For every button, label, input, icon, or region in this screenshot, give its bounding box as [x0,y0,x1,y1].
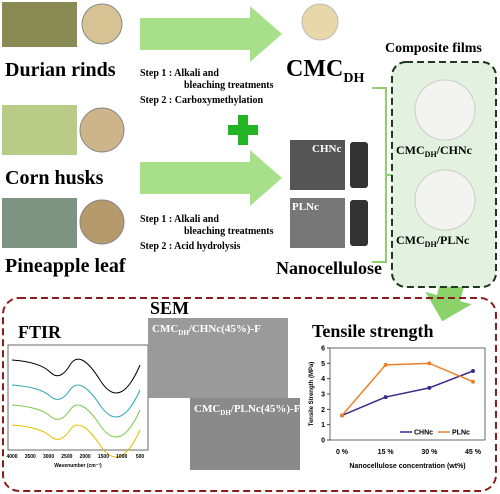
ftir-tick-label: 2000 [80,454,91,460]
sem-image [190,398,300,470]
film-label: CMCDH/PLNc [396,233,470,249]
plus [228,115,258,145]
pineapple-photo [2,198,77,248]
y-tick-label: 3 [321,392,325,399]
y-tick-label: 2 [321,407,325,414]
sem-title: SEM [150,298,189,318]
series-line [341,362,474,416]
tem-label: PLNc [292,201,319,213]
arrow [425,280,472,322]
point [427,385,432,390]
tem-label: CHNc [312,143,341,155]
spectrum [11,358,141,394]
results-box [2,297,497,492]
ftir-tick-label: 4000 [6,454,17,460]
vial [350,200,368,246]
film [414,169,476,231]
durian-photo [2,2,77,47]
cmc-powder [301,3,339,41]
bracket [372,87,387,263]
ftir-tick-label: 2500 [61,454,72,460]
y-tick-label: 0 [321,438,325,445]
x-tick-label: 45 % [465,449,482,456]
sem-label: CMCDH/CHNc(45%)-F [152,323,261,337]
y-tick-label: 1 [321,422,325,429]
x-tick-label: 0 % [336,449,349,456]
composite-title: Composite films [385,41,482,56]
tem-image [290,198,345,248]
step: Step 1 : Alkali and [140,214,219,225]
point [383,362,388,367]
y-tick-label: 6 [321,346,325,353]
ftir-title: FTIR [18,322,62,342]
y-label: Tensile Strength (MPa) [309,362,315,427]
label: Pineapple leaf [5,255,126,277]
ftir-tick-label: 500 [136,454,145,460]
y-tick-label: 4 [321,376,325,383]
pineapple-fiber [79,199,125,245]
step: bleaching treatments [184,80,274,91]
legend-label: PLNc [452,430,470,437]
film [414,79,476,141]
label: Durian rinds [5,59,116,81]
sem-label: CMCDH/PLNc(45%)-F [194,403,301,417]
series-line [341,370,474,417]
spectrum [11,384,141,418]
step: Step 2 : Carboxymethylation [140,95,263,106]
arrow [140,150,282,206]
corn-photo [2,105,77,155]
spectrum [11,424,141,458]
arrow [140,6,282,62]
point [427,361,432,366]
durian-powder [81,3,123,45]
point [471,379,475,384]
tensile-title: Tensile strength [312,321,434,341]
point [471,369,475,373]
point [340,413,344,418]
label: Corn husks [5,167,104,189]
spectrum [11,404,141,438]
ftir-tick-label: 3500 [25,454,36,460]
legend-label: CHNc [414,430,433,437]
plot-frame [329,347,486,441]
sem-image [148,318,288,398]
ftir-plot [7,344,149,451]
tem-image [290,140,345,190]
film-label: CMCDH/CHNc [396,143,473,159]
step: Step 1 : Alkali and [140,68,219,79]
ftir-tick-label: 1000 [116,454,127,460]
nano-label: Nanocellulose [276,258,382,278]
x-tick-label: 30 % [421,449,438,456]
y-tick-label: 5 [321,361,325,368]
vial [350,142,368,188]
corn-fiber [79,107,125,153]
cmc-label: CMCDH [286,56,364,86]
x-label: Nanocellulose concentration (wt%) [349,463,465,470]
step: bleaching treatments [184,226,274,237]
ftir-xlabel: Wavenumber (cm⁻¹) [54,463,102,469]
point [383,395,388,400]
ftir-tick-label: 3000 [43,454,54,460]
x-tick-label: 15 % [378,449,395,456]
step: Step 2 : Acid hydrolysis [140,241,240,252]
ftir-tick-label: 1500 [98,454,109,460]
